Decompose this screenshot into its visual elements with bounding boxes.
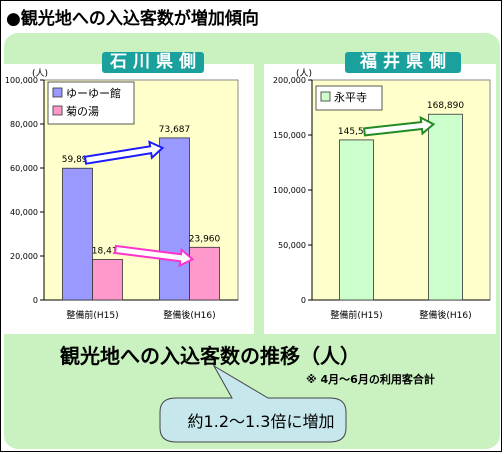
legend-swatch <box>52 87 63 98</box>
data-label: 23,960 <box>189 234 221 244</box>
y-tick-label: 20,000 <box>10 252 38 261</box>
x-tick-label: 整備前(H15) <box>66 309 118 321</box>
bar-series1 <box>339 139 374 301</box>
x-tick-label: 整備後(H16) <box>419 309 471 321</box>
callout-text: 約1.2～1.3倍に増加 <box>187 412 335 431</box>
y-tick-label: 200,000 <box>273 76 306 85</box>
bar-series2 <box>92 259 123 301</box>
trend-arrow <box>83 140 165 165</box>
chart-fukui-title: 福井県側 <box>345 52 461 73</box>
footnote: ※ 4月～6月の利用客合計 <box>306 373 435 386</box>
bar-series1 <box>428 113 463 301</box>
legend-label: 菊の湯 <box>66 105 99 118</box>
trend-arrow <box>362 115 436 137</box>
chart-ishikawa-title: 石川県側 <box>102 52 204 73</box>
trend-arrow <box>113 244 195 268</box>
legend-label: ゆーゆー館 <box>66 86 121 100</box>
chart-ishikawa: (人) 0 20,000 40,000 60,000 80,000 100,000 整備前(H… <box>5 68 239 321</box>
y-tick-label: 100,000 <box>273 186 306 195</box>
y-tick-label: 0 <box>33 296 38 305</box>
page-heading: ●観光地への入込客数が増加傾向 <box>6 9 259 29</box>
main-title: 観光地への入込客数の推移（人） <box>60 344 360 368</box>
y-tick-label: 50,000 <box>278 241 306 250</box>
chart-fukui: (人) 0 50,000 100,000 150,000 200,000 整備前(H15) 1… <box>273 68 491 321</box>
y-unit-label: (人) <box>32 68 48 79</box>
legend-swatch <box>320 91 331 102</box>
y-tick-label: 60,000 <box>10 164 38 173</box>
y-tick-label: 0 <box>301 296 306 305</box>
data-label: 59,894 <box>62 155 94 165</box>
y-tick-label: 100,000 <box>5 76 38 85</box>
x-tick-label: 整備後(H16) <box>163 309 215 321</box>
x-tick-label: 整備前(H15) <box>330 309 382 321</box>
bar-series1 <box>159 137 190 301</box>
y-unit-label: (人) <box>296 68 312 79</box>
data-label: 145,533 <box>338 127 375 137</box>
legend-label: 永平寺 <box>334 90 367 104</box>
chart-fukui-box: (人) 0 50,000 100,000 150,000 200,000 整備前(H15) 1… <box>264 64 496 334</box>
data-label: 168,890 <box>427 101 464 111</box>
plot-area <box>311 79 491 301</box>
y-tick-label: 40,000 <box>10 208 38 217</box>
y-tick-label: 150,000 <box>273 131 306 140</box>
data-label: 73,687 <box>159 125 191 135</box>
bar-series1 <box>62 167 93 301</box>
data-label: 18,410 <box>92 246 124 256</box>
y-tick-label: 80,000 <box>10 120 38 129</box>
bar-series2 <box>189 246 220 301</box>
chart-ishikawa-box: (人) 0 20,000 40,000 60,000 80,000 100,000 整備前(H… <box>4 64 254 334</box>
legend-swatch <box>52 105 63 116</box>
